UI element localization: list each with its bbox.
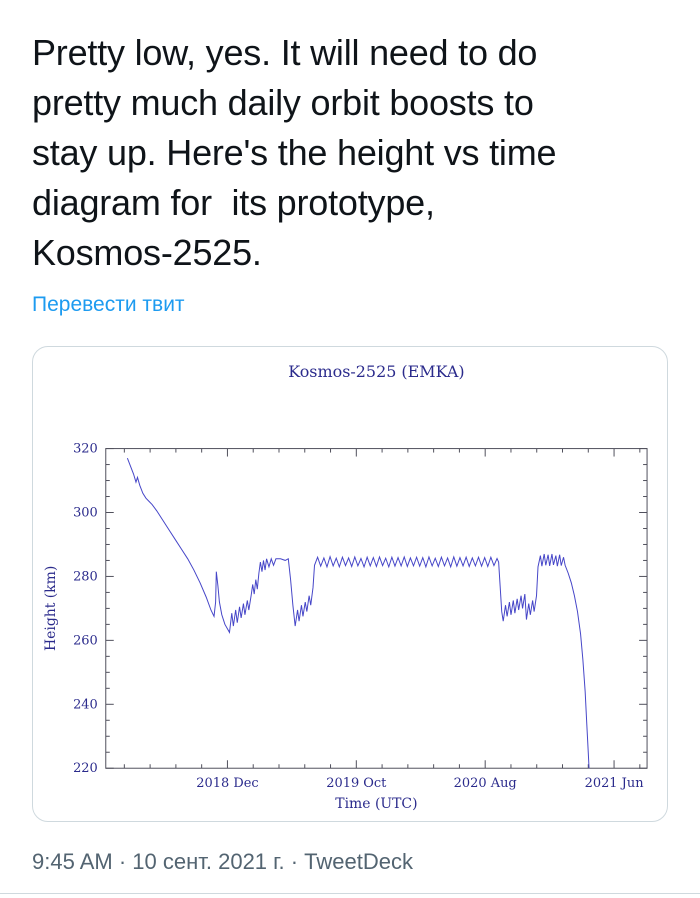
y-tick-label: 260: [73, 633, 98, 648]
x-tick-label: 2020 Aug: [454, 776, 517, 791]
y-axis-label: Height (km): [43, 566, 59, 651]
chart-card[interactable]: Kosmos-2525 (EMKA) 220 240 260 280 300 320 2018…: [32, 346, 668, 822]
y-tick-label: 240: [73, 697, 98, 712]
height-line: [126, 457, 590, 769]
y-tick-label: 220: [73, 761, 98, 776]
height-vs-time-chart: Kosmos-2525 (EMKA) 220 240 260 280 300 320 2018…: [43, 362, 648, 812]
tweet-text: Pretty low, yes. It will need to do pret…: [32, 32, 557, 273]
x-tick-label: 2019 Oct: [326, 776, 387, 791]
tweet-timestamp[interactable]: 9:45 AM · 10 сент. 2021 г. · TweetDeck: [32, 849, 413, 874]
tweet-container: Pretty low, yes. It will need to do pret…: [32, 32, 668, 874]
x-tick-label: 2018 Dec: [196, 776, 258, 791]
plot-frame: [105, 448, 648, 769]
x-axis-label: Time (UTC): [335, 796, 417, 812]
x-tick-label: 2021 Jun: [585, 776, 644, 791]
tweet-divider: [0, 893, 700, 894]
y-tick-label: 320: [73, 442, 98, 457]
chart-title: Kosmos-2525 (EMKA): [288, 362, 464, 381]
y-tick-label: 300: [73, 505, 98, 520]
translate-tweet-link[interactable]: Перевести твит: [32, 293, 185, 316]
y-tick-label: 280: [73, 569, 98, 584]
